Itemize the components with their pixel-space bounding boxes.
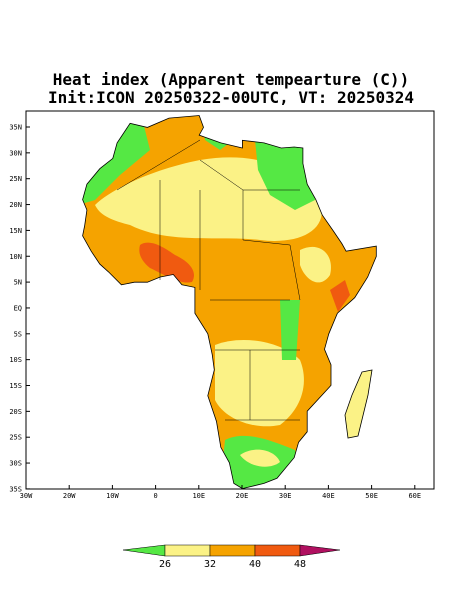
lat-label: 5S <box>14 330 22 338</box>
colorbar-label: 26 <box>159 559 171 570</box>
lat-label: 15S <box>9 382 22 390</box>
colorbar-labels: 26 32 40 48 <box>159 559 306 570</box>
lat-label: 35N <box>9 124 22 132</box>
lat-label: 20S <box>9 408 22 416</box>
lon-label: 20E <box>236 492 249 500</box>
madagascar <box>344 369 373 439</box>
lon-label: 10W <box>106 492 119 500</box>
lat-label: 10N <box>9 253 22 261</box>
borders <box>116 139 301 421</box>
lat-label: 5N <box>14 279 22 287</box>
lat-label: 30N <box>9 149 22 157</box>
latitude-labels: 35N 30N 25N 20N 15N 10N 5N EQ 5S 10S 15S 20S 25S 30S 3… <box>9 124 30 493</box>
lat-label: EQ <box>14 304 22 312</box>
lon-label: 30E <box>279 492 292 500</box>
colorbar-label: 48 <box>294 559 306 570</box>
lon-label: 60E <box>408 492 421 500</box>
lon-label: 50E <box>365 492 378 500</box>
lat-label: 35S <box>9 485 22 493</box>
subtitle: Init:ICON 20250322-00UTC, VT: 20250324 <box>48 88 414 107</box>
lon-label: 20W <box>63 492 76 500</box>
lat-label: 20N <box>9 201 22 209</box>
lon-label: 10E <box>192 492 205 500</box>
title: Heat index (Apparent tempearture (C)) <box>53 70 409 89</box>
lon-label: 40E <box>322 492 335 500</box>
lon-label: 30W <box>20 492 33 500</box>
lat-label: 25N <box>9 175 22 183</box>
lon-label: 0 <box>153 492 157 500</box>
colorbar <box>122 544 341 557</box>
longitude-labels: 30W 20W 10W 0 10E 20E 30E 40E 50E 60E <box>20 485 421 500</box>
lat-label: 10S <box>9 356 22 364</box>
colorbar-label: 40 <box>249 559 261 570</box>
lat-label: 30S <box>9 460 22 468</box>
colorbar-label: 32 <box>204 559 216 570</box>
lat-label: 15N <box>9 227 22 235</box>
lat-label: 25S <box>9 434 22 442</box>
